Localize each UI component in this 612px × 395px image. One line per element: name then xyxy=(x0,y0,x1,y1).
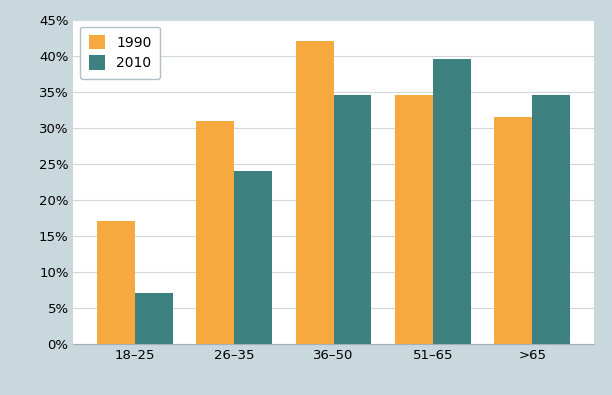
Bar xyxy=(494,117,532,344)
Bar xyxy=(196,120,234,344)
Bar xyxy=(433,59,471,344)
Bar xyxy=(296,41,334,344)
Bar xyxy=(532,95,570,344)
Legend: 1990, 2010: 1990, 2010 xyxy=(80,27,160,79)
Bar xyxy=(97,221,135,344)
Bar xyxy=(334,95,371,344)
Bar xyxy=(395,95,433,344)
Bar xyxy=(234,171,272,344)
Bar xyxy=(135,293,173,344)
